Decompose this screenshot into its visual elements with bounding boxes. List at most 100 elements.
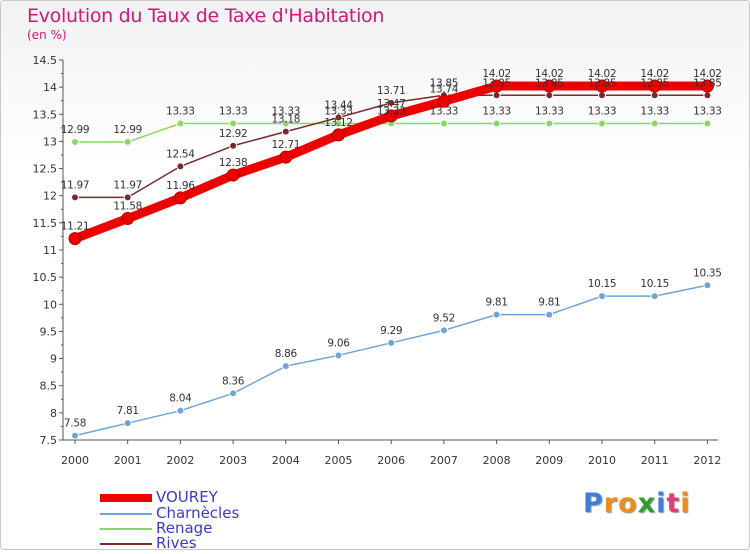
- data-label-1: 8.04: [169, 393, 192, 405]
- proxiti-logo: Proxiti: [583, 488, 691, 519]
- data-label-0: 14.02: [588, 68, 617, 80]
- data-point-2: [703, 119, 712, 128]
- data-label-0: 11.96: [166, 180, 195, 192]
- data-label-0: 12.38: [219, 157, 248, 169]
- data-point-0: [68, 232, 82, 246]
- data-point-2: [492, 119, 501, 128]
- logo-letter: o: [618, 488, 638, 519]
- data-point-2: [229, 119, 238, 128]
- data-point-0: [121, 212, 135, 226]
- data-point-2: [545, 119, 554, 128]
- data-label-2: 13.33: [219, 106, 248, 118]
- data-point-1: [387, 338, 396, 347]
- data-label-1: 9.81: [538, 297, 560, 309]
- data-label-2: 13.33: [272, 106, 301, 118]
- logo-letter: r: [603, 488, 619, 519]
- legend-label-vourey: VOUREY: [156, 488, 218, 506]
- x-tick-label: 2003: [219, 454, 247, 467]
- data-label-0: 13.74: [430, 83, 459, 95]
- y-tick-label: 12.5: [33, 163, 58, 176]
- x-tick-label: 2004: [272, 454, 300, 467]
- data-point-1: [492, 310, 501, 319]
- data-point-2: [281, 119, 290, 128]
- logo-letter: P: [583, 488, 604, 519]
- data-point-0: [226, 168, 240, 182]
- data-label-1: 9.81: [486, 297, 508, 309]
- data-point-1: [176, 406, 185, 415]
- data-label-1: 8.86: [275, 348, 298, 360]
- y-tick-label: 12: [43, 190, 57, 203]
- logo-letter: t: [666, 488, 681, 519]
- y-tick-label: 13.5: [33, 108, 58, 121]
- data-point-1: [334, 351, 343, 360]
- data-label-0: 14.02: [693, 68, 722, 80]
- x-tick-label: 2002: [166, 454, 194, 467]
- data-label-2: 13.33: [166, 106, 195, 118]
- data-point-3: [71, 193, 79, 202]
- data-point-3: [598, 91, 606, 100]
- y-tick-label: 11.5: [33, 217, 58, 230]
- data-label-0: 11.21: [61, 221, 90, 233]
- data-point-0: [437, 94, 451, 108]
- data-point-0: [490, 79, 504, 93]
- data-point-1: [545, 310, 554, 319]
- data-label-1: 8.36: [222, 375, 245, 387]
- legend-label-rives: Rives: [156, 534, 197, 552]
- data-point-0: [332, 128, 345, 142]
- x-tick-label: 2005: [325, 454, 353, 467]
- legend-label-renage: Renage: [156, 519, 213, 537]
- y-tick-label: 14: [43, 81, 57, 94]
- data-label-1: 10.15: [588, 278, 617, 290]
- logo-letter: i: [680, 488, 691, 519]
- data-point-1: [439, 326, 448, 335]
- data-label-3: 13.85: [640, 77, 669, 89]
- data-point-2: [71, 137, 79, 146]
- y-tick-label: 13: [43, 135, 57, 148]
- data-label-2: 13.33: [430, 106, 459, 118]
- data-point-3: [387, 98, 396, 107]
- data-label-2: 12.99: [113, 124, 142, 136]
- data-point-3: [703, 91, 712, 100]
- data-label-1: 7.81: [117, 405, 139, 417]
- data-label-1: 9.06: [327, 337, 350, 349]
- data-label-3: 11.97: [61, 179, 90, 191]
- legend-swatch-vourey: [100, 494, 152, 502]
- data-label-2: 13.33: [640, 106, 669, 118]
- data-point-1: [703, 281, 712, 290]
- x-tick-label: 2009: [535, 454, 563, 467]
- data-label-2: 13.33: [324, 106, 353, 118]
- y-tick-label: 7.5: [40, 434, 58, 447]
- data-point-3: [123, 193, 132, 202]
- data-label-3: 13.85: [430, 77, 459, 89]
- data-label-2: 12.99: [61, 124, 90, 136]
- data-label-3: 13.44: [324, 100, 353, 112]
- data-label-0: 14.02: [535, 68, 564, 80]
- legend-swatch-charnecles: [100, 513, 152, 515]
- data-point-1: [229, 389, 238, 398]
- data-label-1: 10.35: [693, 267, 722, 279]
- legend-swatch-rives: [100, 543, 152, 545]
- y-tick-label: 8.5: [40, 380, 58, 393]
- data-point-1: [71, 431, 79, 440]
- data-label-2: 13.33: [588, 106, 617, 118]
- x-tick-label: 2010: [588, 454, 616, 467]
- data-label-0: 11.58: [113, 201, 142, 213]
- x-tick-label: 2001: [114, 454, 142, 467]
- data-point-0: [173, 191, 187, 205]
- legend-label-charnecles: Charnècles: [156, 504, 240, 522]
- data-label-1: 7.58: [64, 418, 86, 430]
- data-label-0: 13.47: [377, 98, 406, 110]
- y-tick-label: 11: [43, 244, 57, 257]
- data-point-1: [598, 292, 606, 301]
- y-tick-label: 9.5: [40, 325, 58, 338]
- data-label-2: 13.33: [693, 106, 722, 118]
- logo-letter: x: [637, 488, 657, 519]
- data-point-2: [650, 119, 659, 128]
- data-point-3: [650, 91, 659, 100]
- x-tick-label: 2011: [641, 454, 669, 467]
- x-tick-label: 2008: [483, 454, 511, 467]
- data-label-3: 12.92: [219, 128, 248, 140]
- data-point-1: [123, 419, 132, 428]
- data-point-2: [439, 119, 448, 128]
